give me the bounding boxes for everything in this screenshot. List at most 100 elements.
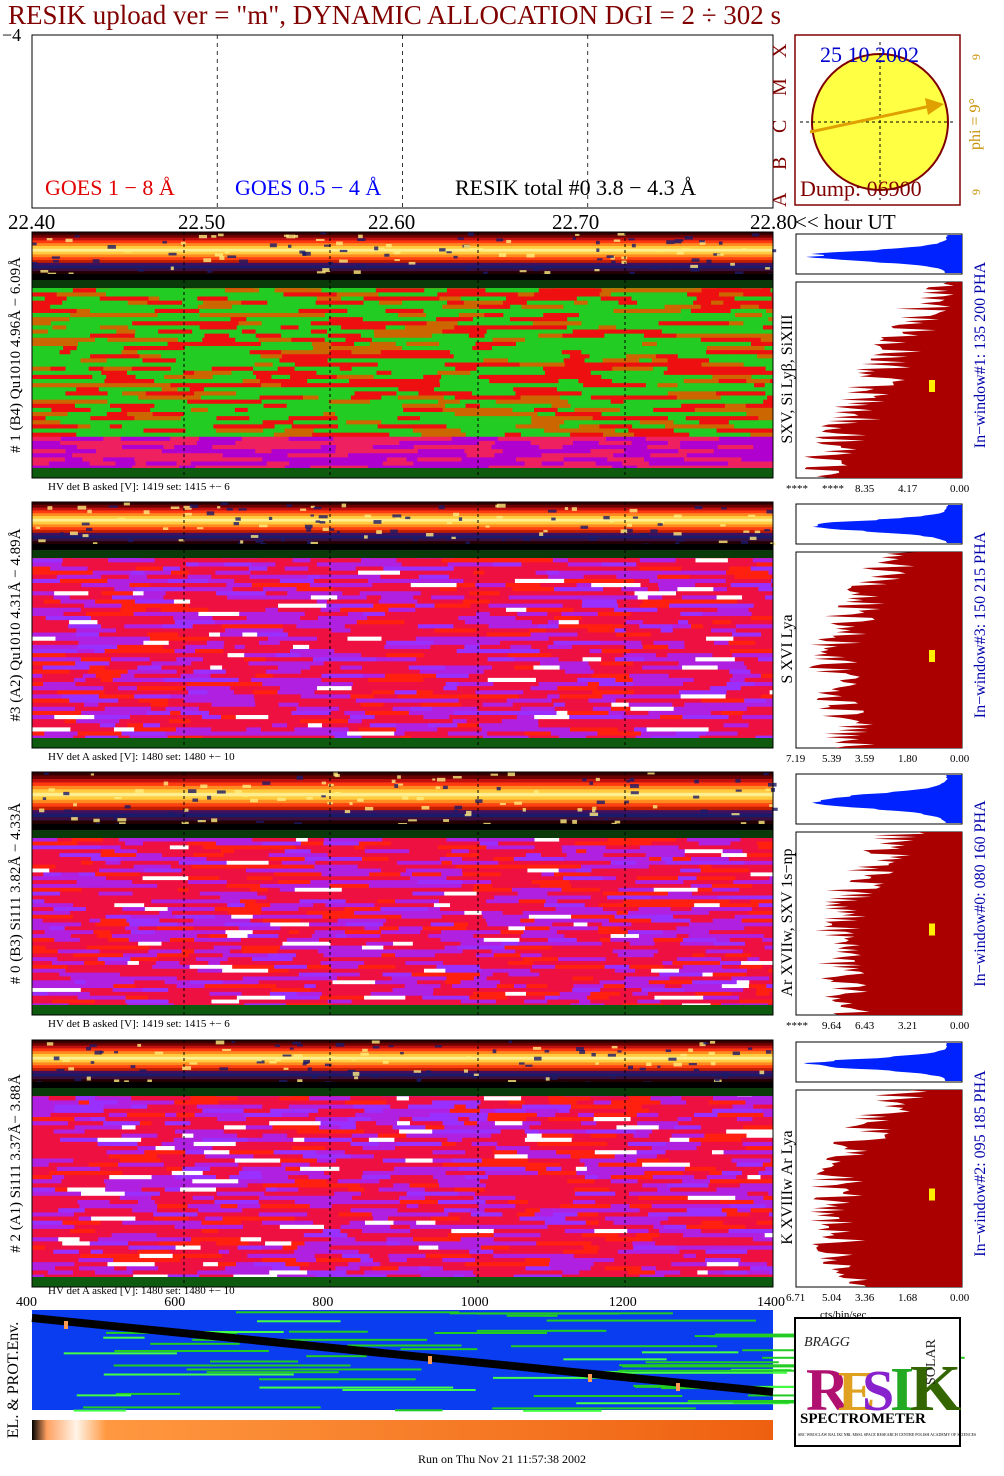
spectrum-cell [637, 1121, 679, 1126]
spectrum-cell [439, 341, 477, 347]
spectrum-cell [298, 980, 333, 985]
spectrum-cell [223, 1129, 273, 1135]
spectrum-cell [702, 972, 714, 977]
spectrum-cell [227, 595, 274, 600]
spectrum-cell [154, 930, 175, 935]
spectrum-cell [193, 926, 240, 931]
spectrum-cell [507, 922, 553, 927]
hot-strip-noise [180, 241, 186, 245]
spectrum-cell [726, 690, 743, 695]
hot-strip-noise [642, 813, 648, 818]
spectrum-cell [461, 457, 487, 462]
spectrum-cell [615, 428, 629, 434]
spectrum-cell [660, 628, 674, 633]
spectrum-cell [176, 723, 195, 728]
spectrum-cell [460, 980, 501, 985]
spectrum-cell [238, 321, 263, 326]
spectrum-cell [713, 941, 746, 947]
spectrum-cell [654, 922, 690, 927]
spectrum-cell [650, 914, 674, 920]
spectrum-cell [622, 461, 650, 467]
hot-strip-noise [279, 1079, 288, 1083]
spectrum-cell [667, 313, 712, 318]
spectrum-cell [602, 891, 631, 897]
spectrum-cell [667, 366, 703, 372]
spectrum-cell [442, 407, 494, 413]
spectrum-cell [304, 735, 335, 741]
spectrum-cell [472, 991, 506, 997]
spectrum-cell [523, 690, 559, 695]
spectrum-cell [417, 457, 463, 462]
hot-strip-noise [60, 532, 64, 536]
spectrum-cell [32, 677, 75, 683]
hot-strip-noise [392, 514, 402, 518]
spectrum-cell [708, 1183, 741, 1188]
spectrum-cell [152, 964, 191, 970]
spectrum-cell [678, 690, 728, 695]
spectrum-cell [396, 727, 438, 732]
hot-strip-noise [39, 808, 45, 813]
spectrum-cell [154, 558, 193, 563]
spectrum-cell [211, 887, 223, 893]
spectrum-cell [198, 562, 225, 567]
spectrum-cell [262, 457, 294, 462]
hot-strip-noise [564, 507, 569, 511]
spectrum-cell [716, 1166, 766, 1172]
detector-panel-1 [31, 501, 963, 749]
spectrum-cell [466, 930, 501, 935]
spectrum-cell [406, 457, 418, 462]
spectrum-cell [306, 853, 329, 858]
spectrum-cell [296, 370, 317, 376]
spectrum-cell [239, 583, 253, 588]
spectrum-cell [701, 288, 730, 293]
spectrum-cell [413, 988, 434, 993]
spectrum-cell [658, 949, 707, 954]
spectrum-cell [224, 562, 242, 567]
spectrum-cell [642, 1183, 668, 1188]
spectrum-cell [32, 1175, 53, 1180]
spectrum-cell [32, 837, 58, 843]
spectrum-cell [279, 1096, 293, 1101]
spectrum-cell [448, 440, 480, 446]
spectrum-cell [588, 661, 602, 666]
spectrum-cell [740, 961, 774, 966]
spectrum-cell [330, 566, 342, 572]
spectrum-cell [327, 358, 355, 363]
hot-strip-row [32, 530, 773, 534]
spectrum-cell [517, 941, 554, 947]
spectrum-tick-label: 0.00 [950, 1020, 970, 1032]
spectrum-cell [483, 574, 519, 580]
spectrum-cell [386, 640, 434, 646]
hot-strip-noise [400, 1051, 404, 1055]
spectrum-cell [234, 407, 249, 413]
spectrum-cell [250, 1096, 281, 1101]
spectrum-cell [726, 1129, 774, 1135]
spectrum-cell [344, 640, 387, 646]
spectrum-cell [603, 1137, 627, 1143]
spectrum-cell [742, 300, 774, 306]
spectrum-cell [127, 961, 140, 966]
spectrum-cell [767, 407, 774, 413]
spectrum-cell [290, 694, 302, 699]
hot-strip-noise [256, 820, 265, 823]
hot-strip-noise [499, 802, 506, 806]
spectrum-cell [479, 1179, 496, 1184]
spectrum-cell [414, 566, 455, 572]
spectrum-cell [696, 1146, 747, 1151]
spectrum-cell [667, 317, 707, 322]
spectrum-cell [758, 416, 774, 421]
hot-strip-noise [709, 1040, 716, 1044]
spectrum-cell [562, 333, 605, 339]
spectrum-cell [712, 918, 743, 923]
spectrum-cell [680, 868, 702, 873]
spectrum-cell [620, 420, 641, 425]
spectrum-cell [128, 574, 148, 580]
sun-date: 25 10 2002 [820, 42, 919, 67]
spectrum-cell [342, 583, 373, 588]
spectrum-cell [137, 350, 157, 355]
spectrum-cell [32, 976, 55, 981]
spectrum-cell [516, 1170, 539, 1176]
spectrum-cell [722, 735, 740, 741]
hot-strip-noise [394, 259, 400, 262]
spectrum-cell [709, 860, 745, 866]
